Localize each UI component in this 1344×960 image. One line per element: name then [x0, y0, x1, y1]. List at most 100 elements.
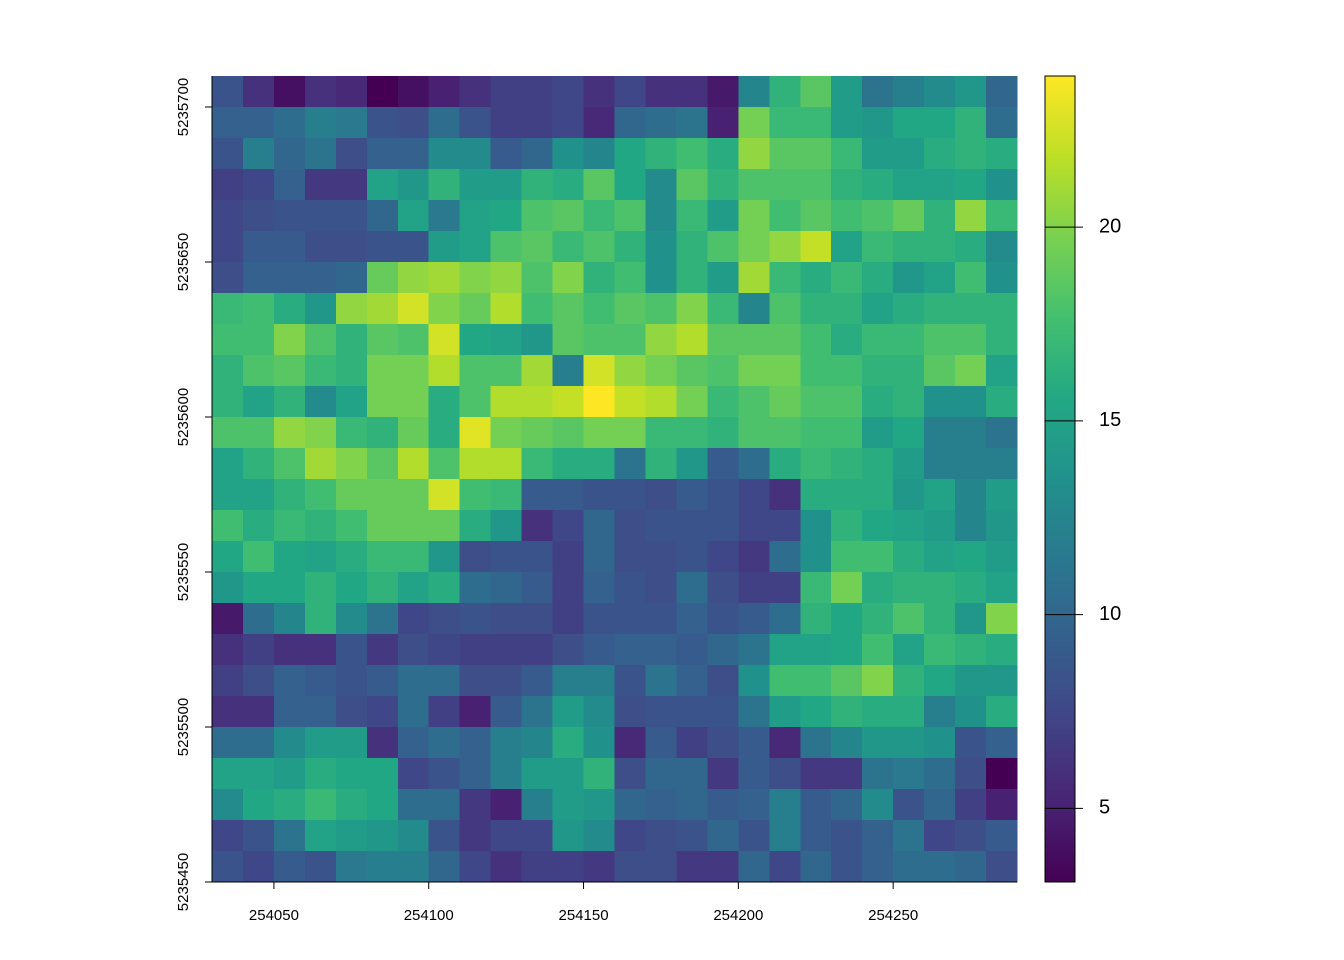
cell [800, 138, 832, 170]
cell [583, 76, 615, 108]
cell [304, 231, 337, 263]
cell [397, 820, 430, 852]
cell [552, 324, 585, 356]
cell [366, 789, 399, 821]
cell [304, 665, 337, 697]
cell [862, 417, 894, 449]
cell [831, 76, 863, 108]
cell [645, 603, 677, 635]
cell [397, 200, 430, 232]
cell [459, 231, 492, 263]
cell [614, 634, 646, 666]
cell [366, 727, 399, 759]
cell [800, 696, 832, 728]
cell [552, 138, 585, 170]
cell [521, 76, 554, 108]
cell [645, 355, 677, 387]
cell [676, 851, 708, 883]
cell [676, 107, 708, 139]
cell [893, 758, 925, 790]
cell [893, 386, 925, 418]
cell [428, 820, 461, 852]
cell [800, 417, 832, 449]
cell [212, 448, 244, 480]
cell [738, 851, 770, 883]
cell [986, 107, 1018, 139]
cell [707, 665, 739, 697]
cell [614, 262, 646, 294]
cell [924, 76, 956, 108]
cell [769, 665, 801, 697]
cell [335, 696, 368, 728]
cell [490, 479, 523, 511]
colorbar-tick-label: 15 [1099, 409, 1121, 431]
cell [676, 758, 708, 790]
cell [738, 138, 770, 170]
cell [893, 231, 925, 263]
cell [397, 107, 430, 139]
cell [459, 355, 492, 387]
cell [428, 665, 461, 697]
cell [397, 603, 430, 635]
cell [490, 789, 523, 821]
cell [428, 727, 461, 759]
cell [955, 851, 987, 883]
cell [862, 107, 894, 139]
cell [335, 665, 368, 697]
cell [800, 293, 832, 325]
x-tick-label: 254200 [713, 907, 763, 924]
cell [645, 293, 677, 325]
cell [273, 417, 306, 449]
cell [955, 820, 987, 852]
cell [212, 541, 244, 573]
cell [831, 200, 863, 232]
cell [738, 479, 770, 511]
cell [645, 820, 677, 852]
cell [862, 479, 894, 511]
cell [273, 572, 306, 604]
cell [831, 789, 863, 821]
cell [893, 355, 925, 387]
cell [242, 262, 275, 294]
cell [521, 758, 554, 790]
cell [212, 324, 244, 356]
cell [397, 448, 430, 480]
cell [335, 293, 368, 325]
cell [521, 138, 554, 170]
cell [304, 293, 337, 325]
cell [583, 231, 615, 263]
cell [583, 789, 615, 821]
cell [552, 417, 585, 449]
cell [242, 572, 275, 604]
cell [242, 541, 275, 573]
cell [459, 169, 492, 201]
cell [459, 293, 492, 325]
cell [986, 696, 1018, 728]
cell [893, 603, 925, 635]
cell [397, 665, 430, 697]
cell [212, 851, 244, 883]
cell [955, 789, 987, 821]
cell [955, 634, 987, 666]
y-tick-label: 5235650 [175, 233, 192, 291]
cell [986, 324, 1018, 356]
cell [831, 293, 863, 325]
cell [800, 231, 832, 263]
colorbar [1044, 75, 1076, 883]
cell [831, 479, 863, 511]
cell [552, 386, 585, 418]
cell [645, 727, 677, 759]
cell [428, 603, 461, 635]
cell [552, 200, 585, 232]
cell [304, 789, 337, 821]
cell [212, 758, 244, 790]
cell [645, 107, 677, 139]
cell [242, 479, 275, 511]
cell [583, 572, 615, 604]
cell [645, 758, 677, 790]
cell [521, 169, 554, 201]
cell [831, 541, 863, 573]
cell [645, 138, 677, 170]
cell [800, 572, 832, 604]
